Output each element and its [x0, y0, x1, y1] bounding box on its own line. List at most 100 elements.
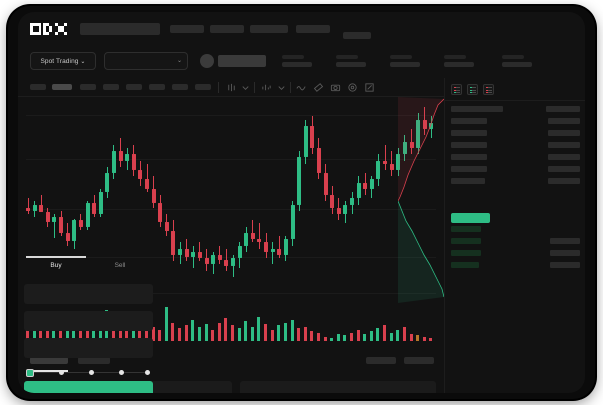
device-frame: Spot Trading ⌄ ⌄ [8, 6, 595, 399]
nav-search-box[interactable] [80, 23, 160, 35]
order-book-divider [445, 100, 585, 101]
order-book-ask-row[interactable] [445, 178, 585, 184]
market-depth-overlay [398, 97, 444, 303]
camera-icon[interactable] [330, 82, 341, 93]
buy-tab-underline [26, 256, 86, 258]
volume-bar [231, 325, 234, 341]
slider-handle[interactable] [26, 369, 34, 377]
tab-order-history[interactable] [78, 357, 110, 364]
slider-stop-75[interactable] [119, 370, 124, 375]
amount-percent-slider[interactable] [26, 368, 150, 377]
tab-buy[interactable]: Buy [50, 262, 62, 269]
ruler-icon[interactable] [313, 82, 324, 93]
volume-bar [363, 333, 367, 341]
order-book-ask-row[interactable] [445, 130, 585, 136]
order-book-ask-row[interactable] [445, 142, 585, 148]
active-tab-underline [30, 370, 68, 372]
volume-bar [26, 321, 29, 341]
chevron-down-icon[interactable] [276, 82, 287, 93]
volume-bar [250, 326, 254, 341]
market-header-bar: Spot Trading ⌄ ⌄ [18, 45, 585, 78]
chevron-down-icon: ⌄ [80, 59, 86, 65]
order-book-bid-row[interactable] [445, 238, 585, 244]
slider-stop-50[interactable] [89, 370, 94, 375]
settings-gear-icon[interactable] [347, 82, 358, 93]
last-price-highlight [451, 213, 490, 223]
fullscreen-icon[interactable] [364, 82, 375, 93]
tab-assets[interactable] [366, 357, 396, 364]
order-book-bid-row[interactable] [445, 250, 585, 256]
buy-sell-tab-bar: Buy Sell [18, 256, 159, 278]
okx-logo[interactable] [30, 23, 70, 35]
volume-bar [32, 328, 36, 341]
trading-mode-selector[interactable]: Spot Trading ⌄ [30, 52, 96, 70]
volume-bar [416, 335, 420, 341]
chart-type-icon[interactable] [226, 82, 237, 93]
timeframe-button-6[interactable] [149, 84, 165, 90]
gridline-4 [26, 293, 436, 294]
nav-item-1[interactable] [170, 25, 204, 33]
gridline-0 [26, 115, 436, 116]
indicators-icon[interactable] [261, 82, 272, 93]
volume-bar [45, 329, 49, 341]
price-chart[interactable] [18, 97, 444, 303]
timeframe-button-2[interactable] [52, 84, 72, 90]
line-style-icon[interactable] [296, 82, 307, 93]
timeframe-button-1[interactable] [30, 84, 46, 90]
volume-bar [323, 336, 327, 341]
volume-bar [310, 331, 314, 341]
volume-bar [244, 321, 248, 341]
volume-bar [204, 324, 208, 341]
nav-item-2[interactable] [210, 25, 244, 33]
volume-bar [290, 319, 294, 341]
chevron-down-icon[interactable] [240, 82, 251, 93]
volume-bar [184, 325, 188, 341]
volume-bar [164, 307, 168, 341]
timeframe-button-5[interactable] [126, 84, 142, 90]
order-book-ask-row[interactable] [445, 166, 585, 172]
gridline-3 [26, 257, 436, 258]
slider-stop-100[interactable] [145, 370, 150, 375]
candlestick-series [26, 97, 436, 303]
volume-bar [402, 326, 406, 341]
chevron-down-icon: ⌄ [176, 58, 182, 64]
top-navigation-bar [18, 12, 585, 45]
order-total-field[interactable] [24, 338, 153, 358]
gridline-2 [26, 209, 436, 210]
timeframe-button-3[interactable] [80, 84, 96, 90]
order-amount-field[interactable] [24, 311, 153, 331]
bottom-tab-bar [18, 353, 444, 372]
order-book-panel [444, 78, 585, 393]
timeframe-button-4[interactable] [103, 84, 119, 90]
volume-bar [303, 326, 307, 341]
volume-bar [350, 332, 354, 341]
order-book-ask-row[interactable] [445, 154, 585, 160]
orderbook-mode-asks-icon[interactable] [483, 84, 494, 95]
volume-bar [151, 326, 155, 341]
tab-open-orders[interactable] [30, 357, 68, 364]
nav-item-4[interactable] [296, 25, 330, 33]
nav-item-3[interactable] [250, 25, 288, 33]
order-price-field[interactable] [24, 284, 153, 304]
order-book-ask-row[interactable] [445, 106, 585, 112]
pair-name-label [218, 55, 266, 67]
volume-bar [59, 331, 63, 341]
order-book-ask-row[interactable] [445, 118, 585, 124]
nav-item-5[interactable] [343, 32, 371, 39]
order-book-bid-row[interactable] [445, 262, 585, 268]
timeframe-button-8[interactable] [195, 84, 211, 90]
gridline-1 [26, 159, 436, 160]
volume-bar [111, 324, 115, 341]
timeframe-button-7[interactable] [172, 84, 188, 90]
tab-sell[interactable]: Sell [114, 262, 126, 269]
orderbook-mode-both-icon[interactable] [451, 84, 462, 95]
tab-positions[interactable] [404, 357, 434, 364]
slider-stop-25[interactable] [59, 370, 64, 375]
orderbook-mode-bids-icon[interactable] [467, 84, 478, 95]
okx-trading-app: Spot Trading ⌄ ⌄ [18, 12, 585, 393]
submit-buy-button[interactable] [24, 381, 153, 393]
volume-bar [125, 325, 129, 341]
volume-bar [316, 332, 320, 341]
pair-selector-dropdown[interactable]: ⌄ [104, 52, 188, 70]
order-book-bid-row[interactable] [445, 226, 585, 232]
